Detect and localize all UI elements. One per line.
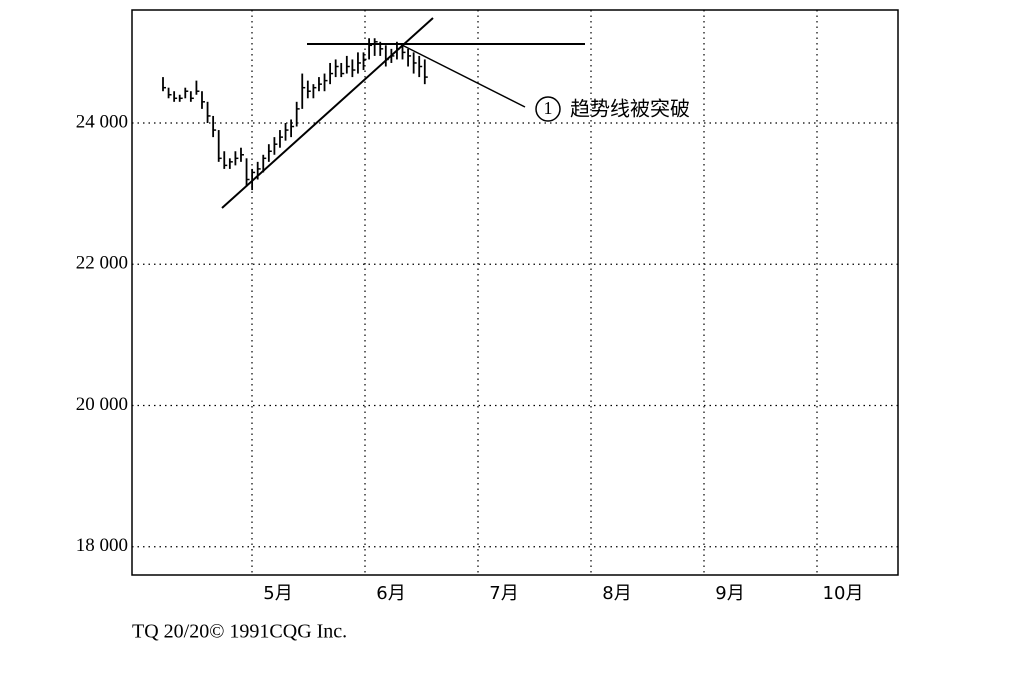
y-tick-label: 24 000 bbox=[76, 111, 128, 132]
annotation-pointer bbox=[399, 43, 526, 108]
x-tick-label: 9月 bbox=[715, 583, 744, 604]
annotation-circle bbox=[535, 96, 561, 122]
x-tick-label: 6月 bbox=[376, 583, 405, 604]
annotation: 趋势线被突破 bbox=[570, 97, 690, 121]
trend-line bbox=[221, 17, 434, 209]
y-tick-label: 18 000 bbox=[76, 535, 128, 556]
annotation-number: 1 bbox=[544, 98, 553, 118]
x-tick-label: 5月 bbox=[263, 583, 292, 604]
source: TQ 20/20© 1991CQG Inc. bbox=[132, 621, 347, 643]
plot-frame bbox=[131, 9, 899, 576]
x-tick-label: 7月 bbox=[489, 583, 518, 604]
x-tick-label: 10月 bbox=[823, 583, 864, 604]
y-tick-label: 20 000 bbox=[76, 394, 128, 415]
y-tick-label: 22 000 bbox=[76, 253, 128, 274]
x-tick-label: 8月 bbox=[602, 583, 631, 604]
